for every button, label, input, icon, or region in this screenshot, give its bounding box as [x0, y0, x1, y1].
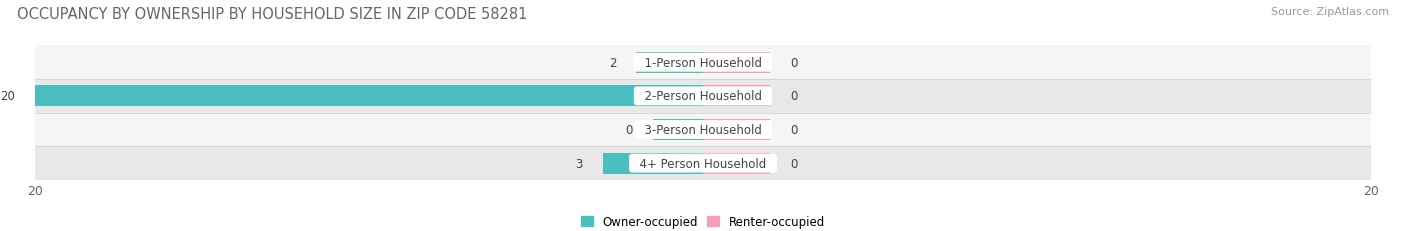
Text: 0: 0	[626, 123, 633, 137]
Bar	[703, 153, 769, 174]
Legend: Owner-occupied, Renter-occupied: Owner-occupied, Renter-occupied	[576, 210, 830, 231]
Bar	[703, 53, 769, 73]
Bar	[636, 53, 703, 73]
Text: 3: 3	[575, 157, 582, 170]
Text: 0: 0	[790, 157, 797, 170]
Bar	[703, 120, 769, 140]
Text: Source: ZipAtlas.com: Source: ZipAtlas.com	[1271, 7, 1389, 17]
Bar	[35, 147, 1371, 180]
Text: OCCUPANCY BY OWNERSHIP BY HOUSEHOLD SIZE IN ZIP CODE 58281: OCCUPANCY BY OWNERSHIP BY HOUSEHOLD SIZE…	[17, 7, 527, 22]
Text: 0: 0	[790, 56, 797, 70]
Bar	[603, 153, 703, 174]
Bar	[35, 80, 1371, 113]
Text: 4+ Person Household: 4+ Person Household	[633, 157, 773, 170]
Text: 0: 0	[790, 90, 797, 103]
Text: 20: 20	[0, 90, 15, 103]
Text: 0: 0	[790, 123, 797, 137]
Text: 2: 2	[609, 56, 616, 70]
Text: 3-Person Household: 3-Person Household	[637, 123, 769, 137]
Bar	[652, 120, 703, 140]
Bar	[703, 86, 769, 107]
Bar	[35, 86, 703, 107]
Text: 1-Person Household: 1-Person Household	[637, 56, 769, 70]
Text: 2-Person Household: 2-Person Household	[637, 90, 769, 103]
Bar	[35, 46, 1371, 80]
Bar	[35, 113, 1371, 147]
